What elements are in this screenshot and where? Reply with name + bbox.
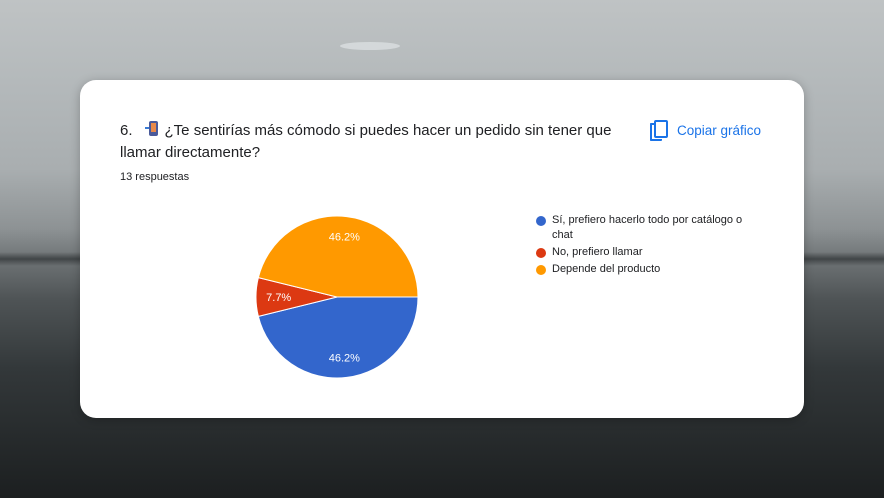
- question-text: ¿Te sentirías más cómodo si puedes hacer…: [120, 122, 612, 161]
- copy-chart-button[interactable]: Copiar gráfico: [650, 120, 762, 141]
- legend-swatch-2: [536, 248, 546, 258]
- pie-chart: 46.2% 7.7% 46.2%: [255, 215, 419, 379]
- copy-icon: [650, 120, 668, 141]
- background-cloud: [340, 42, 400, 50]
- legend-swatch-3: [536, 265, 546, 275]
- legend-item-2[interactable]: No, prefiero llamar: [536, 245, 766, 260]
- mobile-phone-arrow-icon: [144, 121, 159, 137]
- legend-swatch-1: [536, 216, 546, 226]
- responses-count: 13 respuestas: [120, 171, 190, 183]
- pie-slice-label-1: 46.2%: [329, 352, 360, 364]
- question-card: 6. ¿Te sentirías más cómodo si puedes hac…: [80, 80, 804, 418]
- chart-legend: Sí, prefiero hacerlo todo por catálogo o…: [536, 213, 766, 279]
- copy-chart-label: Copiar gráfico: [677, 122, 762, 138]
- question-title: 6. ¿Te sentirías más cómodo si puedes hac…: [120, 120, 620, 164]
- legend-label-3: Depende del producto: [552, 263, 661, 275]
- legend-label-1: Sí, prefiero hacerlo todo por catálogo o…: [552, 214, 743, 241]
- pie-slice-label-3: 46.2%: [329, 232, 360, 244]
- pie-slice-label-2: 7.7%: [266, 292, 291, 304]
- legend-item-1[interactable]: Sí, prefiero hacerlo todo por catálogo o…: [536, 213, 766, 243]
- pie-slice-3[interactable]: [257, 215, 419, 298]
- legend-item-3[interactable]: Depende del producto: [536, 262, 766, 277]
- pie-slice-1[interactable]: [257, 296, 419, 379]
- legend-label-2: No, prefiero llamar: [552, 246, 643, 258]
- question-number: 6.: [120, 122, 133, 139]
